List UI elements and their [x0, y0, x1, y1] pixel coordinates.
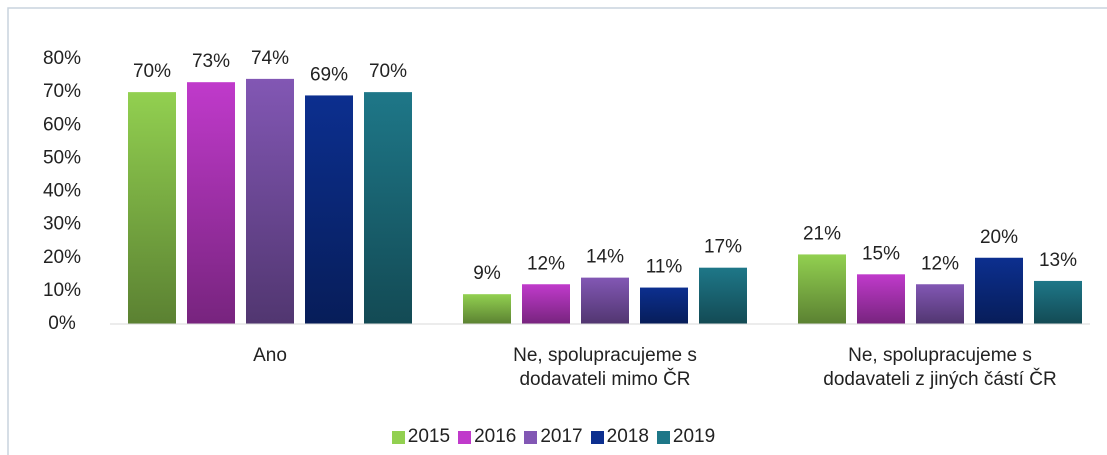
data-label: 73% — [192, 51, 230, 72]
data-label: 12% — [921, 253, 959, 274]
y-tick-label: 20% — [43, 247, 81, 268]
bar — [857, 274, 905, 324]
data-label: 11% — [646, 257, 683, 278]
y-tick-label: 60% — [43, 114, 81, 135]
chart-frame — [7, 7, 1107, 455]
bar — [522, 284, 570, 324]
data-label: 20% — [980, 227, 1018, 248]
y-tick-label: 30% — [43, 214, 81, 235]
bar — [463, 294, 511, 324]
bar — [798, 254, 846, 324]
legend-item: 2015 — [391, 426, 451, 448]
x-tick-label: Ano — [253, 345, 287, 366]
legend-label: 2018 — [606, 426, 649, 447]
bar — [364, 92, 412, 324]
legend-label: 2016 — [474, 426, 517, 447]
legend-swatch — [656, 430, 670, 444]
legend-label: 2019 — [672, 426, 716, 447]
y-tick-label: 80% — [43, 48, 81, 69]
legend-item: 2017 — [524, 426, 583, 448]
bar — [1034, 280, 1082, 324]
legend: 2015 2016 2017 2018 2019 — [0, 426, 1107, 448]
legend-label: 2015 — [407, 426, 451, 447]
legend-item: 2019 — [656, 426, 716, 448]
data-label: 70% — [369, 61, 407, 82]
legend-swatch — [524, 430, 538, 444]
bar — [128, 92, 176, 324]
data-label: 74% — [251, 48, 289, 69]
legend-label: 2017 — [540, 426, 583, 447]
bar — [640, 287, 688, 324]
bar — [699, 267, 747, 324]
data-label: 12% — [527, 253, 565, 274]
x-tick-label: Ne, spolupracujeme s dodavateli z jiných… — [823, 345, 1057, 390]
y-tick-label: 40% — [43, 181, 81, 202]
bar — [916, 284, 964, 324]
data-label: 15% — [862, 243, 900, 264]
data-label: 21% — [803, 223, 841, 244]
x-tick-label: Ne, spolupracujeme s dodavateli mimo ČR — [513, 345, 697, 390]
bar — [581, 277, 629, 324]
bar — [187, 82, 235, 324]
y-tick-label: 10% — [43, 280, 81, 301]
data-label: 13% — [1039, 250, 1077, 271]
data-label: 70% — [133, 61, 171, 82]
legend-item: 2018 — [590, 426, 649, 448]
legend-item: 2016 — [458, 426, 516, 448]
data-label: 17% — [704, 237, 742, 258]
bar — [246, 78, 294, 324]
data-label: 14% — [586, 247, 624, 268]
y-tick-label: 50% — [43, 147, 81, 168]
legend-swatch — [458, 430, 472, 444]
data-label: 9% — [473, 263, 501, 284]
bar — [305, 95, 353, 324]
bar — [975, 257, 1023, 324]
legend-swatch — [391, 430, 405, 444]
legend-swatch — [590, 430, 604, 444]
data-label: 69% — [310, 64, 348, 85]
y-tick-label: 0% — [48, 313, 76, 334]
y-tick-label: 70% — [43, 81, 81, 102]
